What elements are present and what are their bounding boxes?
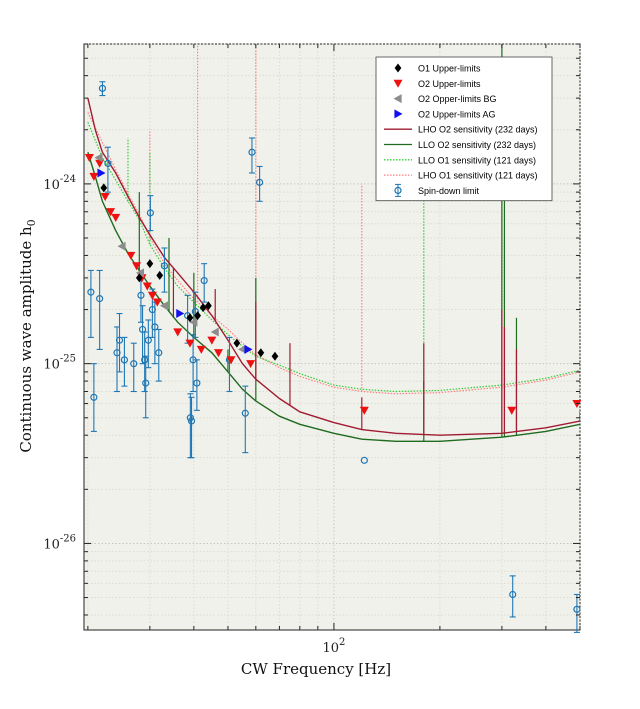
spin-down-point	[120, 356, 129, 364]
o2-upper-limit-point	[95, 159, 105, 168]
o1-upper-limit-point	[194, 311, 201, 321]
spin-down-point	[87, 288, 95, 296]
spin-down-point	[90, 393, 98, 401]
o2-upper-limit-point	[226, 356, 236, 365]
spin-down-point	[360, 456, 368, 464]
o1-upper-limit-point	[233, 338, 241, 348]
x-axis-label: CW Frequency [Hz]	[241, 660, 391, 678]
spin-down-point	[144, 336, 152, 344]
legend: O1 Upper-limits O2 Upper-limits O2 Opper-l…	[375, 56, 553, 202]
legend-symbol	[393, 94, 402, 104]
o1-upper-limit-point	[135, 273, 143, 283]
legend-label: LLO O2 sensitivity (232 days)	[418, 140, 536, 150]
y-tick-label: 10-25	[43, 354, 76, 373]
legend-label: Spin-down limit	[418, 186, 480, 196]
o1-upper-limit-point	[186, 313, 194, 323]
spin-down-point	[141, 356, 149, 364]
o2-upper-limit-point	[84, 154, 94, 163]
spin-down-point	[241, 409, 249, 417]
spin-down-point	[142, 379, 150, 387]
legend-label: O2 Opper-limits BG	[418, 94, 497, 104]
spin-down-point	[573, 605, 581, 613]
o2-upper-limit-point	[147, 291, 157, 300]
x-tick-label: 102	[322, 637, 345, 656]
spin-down-point	[115, 336, 124, 344]
spin-down-point	[193, 379, 201, 387]
o2-bg-upper-limit-point	[135, 268, 145, 278]
spin-down-point	[155, 349, 163, 357]
legend-label: O1 Upper-limits	[418, 64, 481, 74]
spin-down-point	[256, 178, 264, 186]
points-layer	[84, 81, 582, 633]
y-axis-label: Continuous wave amplitude h0	[17, 219, 38, 452]
o2-bg-upper-limit-point	[159, 301, 169, 311]
spin-down-point	[104, 159, 112, 168]
legend-symbol	[394, 109, 403, 119]
o1-upper-limit-point	[257, 348, 265, 358]
o2-bg-upper-limit-point	[94, 153, 103, 163]
legend-symbol	[393, 79, 403, 88]
legend-label: O2 Upper-limits AG	[418, 109, 496, 119]
o1-upper-limit-point	[156, 270, 164, 280]
o2-upper-limit-point	[126, 251, 136, 260]
spin-down-point	[248, 148, 256, 156]
spin-down-point	[137, 291, 145, 299]
series-lho-o2-line	[87, 97, 580, 436]
o2-bg-upper-limit-point	[117, 241, 126, 251]
series-lho-o1-line	[87, 112, 580, 395]
o2-ag-upper-limit-point	[97, 168, 106, 178]
spin-down-point	[130, 360, 138, 368]
axis-ticks: 102 10-26 10-25 10-24	[43, 43, 581, 656]
o2-upper-limit-point	[185, 339, 195, 348]
o2-upper-limit-point	[196, 345, 206, 354]
o2-upper-limit-point	[359, 406, 369, 415]
spin-down-point	[96, 295, 104, 303]
o1-upper-limit-point	[205, 301, 212, 311]
legend-symbol	[394, 63, 402, 73]
o2-upper-limit-point	[152, 298, 162, 307]
o1-upper-limit-point	[146, 259, 154, 269]
o2-bg-upper-limit-point	[210, 327, 219, 337]
o2-upper-limit-point	[207, 336, 217, 345]
o2-ag-upper-limit-point	[176, 309, 185, 319]
o2-upper-limit-point	[89, 172, 99, 181]
o1-upper-limit-point	[199, 303, 207, 313]
spin-down-point	[187, 417, 196, 425]
o2-upper-limit-point	[106, 208, 116, 217]
y-tick-label: 10-24	[43, 174, 76, 193]
spin-down-point	[146, 209, 154, 217]
o2-ag-upper-limit-point	[244, 344, 253, 354]
o2-upper-limit-point	[100, 192, 110, 202]
legend-symbol	[394, 186, 402, 194]
o1-upper-limit-point	[100, 183, 108, 193]
spin-down-point	[151, 323, 159, 331]
o2-upper-limit-point	[142, 282, 152, 291]
legend-label: LHO O2 sensitivity (232 days)	[418, 125, 538, 135]
o2-upper-limit-point	[507, 406, 517, 415]
spin-down-point	[509, 590, 517, 599]
y-tick-label: 10-26	[43, 533, 76, 552]
legend-label: O2 Upper-limits	[418, 79, 481, 89]
o2-bg-upper-limit-point	[238, 344, 247, 354]
legend-label: LLO O1 sensitivity (121 days)	[418, 155, 536, 165]
o1-upper-limit-point	[271, 351, 279, 361]
series-llo-o1-line	[87, 122, 580, 393]
o2-upper-limit-point	[173, 328, 183, 337]
spin-down-point	[98, 84, 107, 92]
o2-upper-limit-point	[132, 262, 142, 271]
o2-bg-upper-limit-point	[189, 317, 198, 327]
o2-upper-limit-point	[214, 349, 224, 358]
spin-down-point	[160, 262, 169, 270]
o2-upper-limit-point	[111, 213, 121, 223]
o2-upper-limit-point	[246, 360, 256, 369]
spin-down-point	[200, 276, 208, 285]
spin-down-point	[186, 414, 194, 422]
legend-label: LHO O1 sensitivity (121 days)	[418, 171, 538, 181]
